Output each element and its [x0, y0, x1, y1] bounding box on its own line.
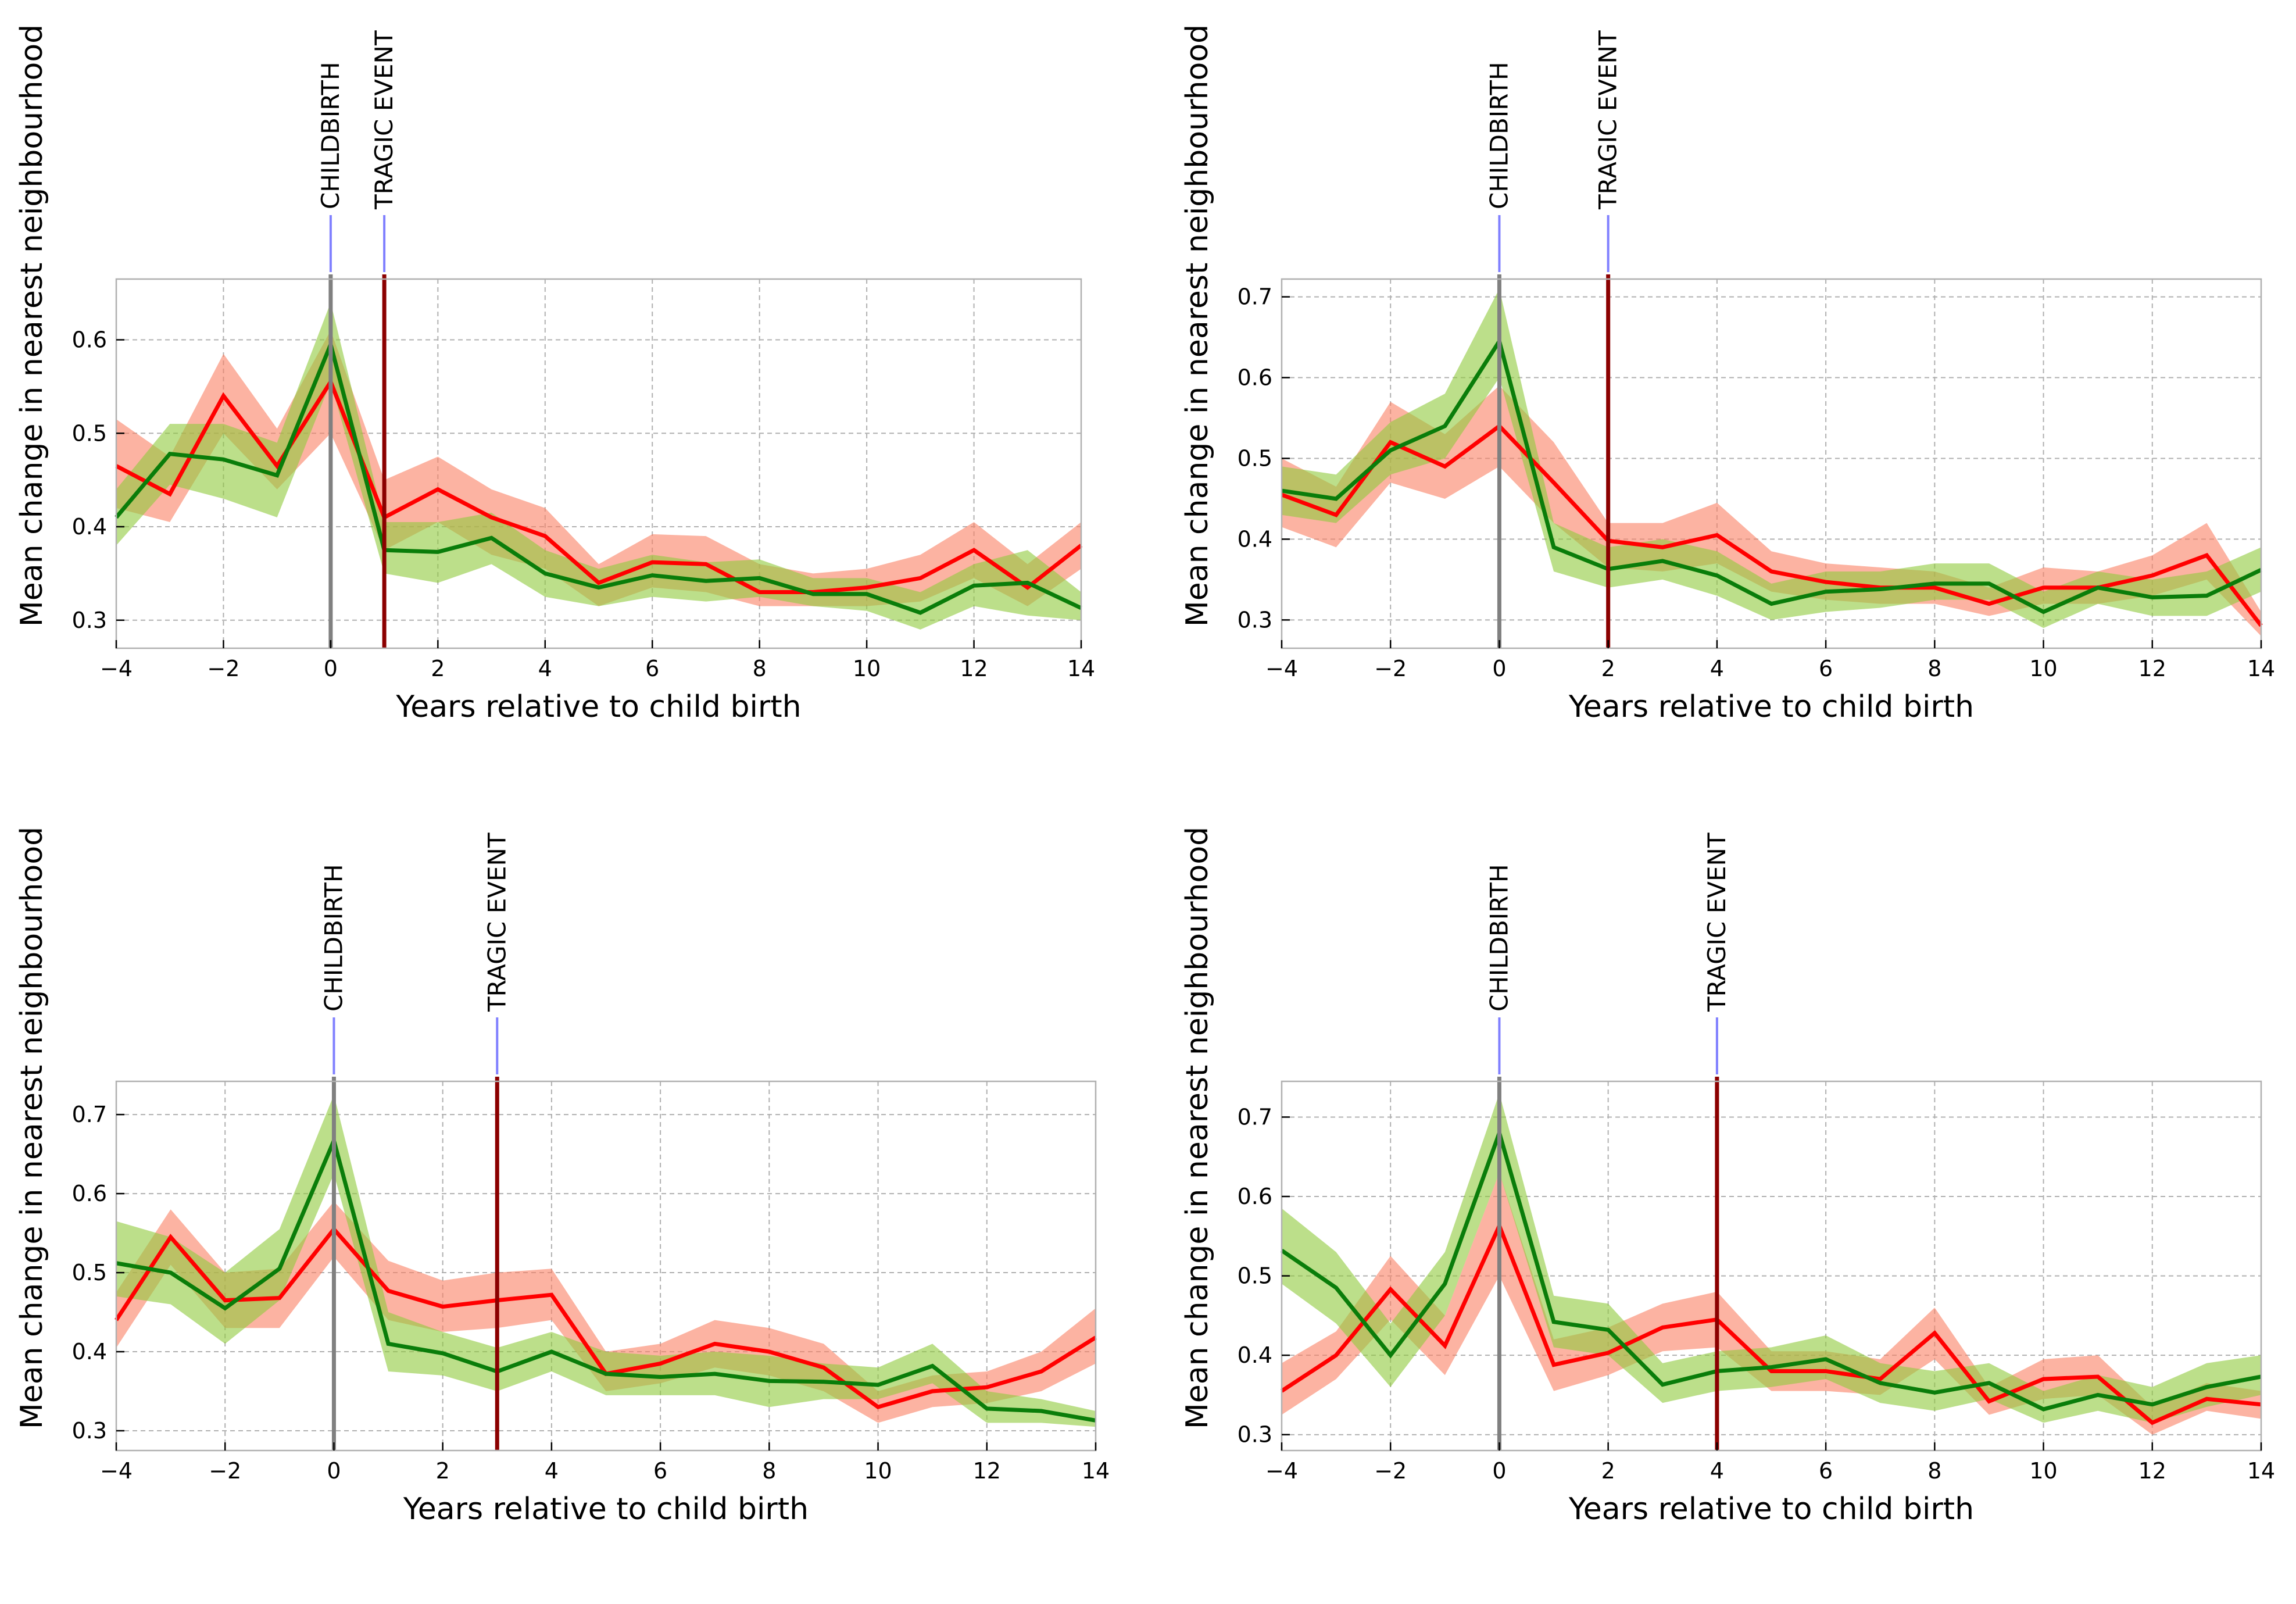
- x-tick-label: 6: [1819, 1458, 1833, 1484]
- y-tick-label: 0.4: [1238, 1342, 1272, 1368]
- x-tick-label: 0: [324, 656, 338, 681]
- chart-panel-2: CHILDBIRTH TRAGIC EVENT −4 −2 0 2 4 6 8 10 12 14 0.3…: [1180, 24, 2275, 724]
- y-tick-label: 0.5: [1238, 445, 1272, 471]
- y-tick-label: 0.4: [1238, 526, 1272, 552]
- x-tick-label: 14: [2247, 1458, 2275, 1484]
- x-tick-label: 6: [1819, 656, 1833, 681]
- x-axis-label: Years relative to child birth: [395, 690, 801, 724]
- x-axis-label: Years relative to child birth: [403, 1492, 809, 1527]
- y-tick-label: 0.7: [1238, 1104, 1272, 1130]
- y-tick-label: 0.5: [72, 1260, 107, 1285]
- x-tick-label: 8: [1927, 1458, 1941, 1484]
- series-2-line: [1281, 1126, 2262, 1412]
- series-2-confidence-band: [116, 302, 1081, 630]
- x-tick-label: 8: [753, 656, 767, 681]
- series-2-confidence-band: [1282, 1093, 2261, 1423]
- x-tick-label: 12: [960, 656, 988, 681]
- childbirth-label: CHILDBIRTH: [1485, 62, 1513, 209]
- tragic-event-label: TRAGIC EVENT: [1703, 833, 1731, 1012]
- x-tick-label: 10: [864, 1458, 892, 1484]
- x-tick-label: 4: [538, 656, 552, 681]
- y-tick-label: 0.3: [72, 608, 107, 633]
- y-tick-label: 0.3: [1238, 607, 1272, 633]
- x-tick-label: 4: [1710, 1458, 1724, 1484]
- series-2-confidence-band: [1282, 288, 2261, 628]
- x-tick-label: 2: [431, 656, 445, 681]
- x-tick-label: 0: [327, 1458, 341, 1484]
- x-tick-label: 6: [645, 656, 659, 681]
- x-tick-label: 2: [436, 1458, 450, 1484]
- x-tick-label: 0: [1492, 656, 1506, 681]
- x-tick-label: −2: [1374, 656, 1407, 681]
- x-tick-label: 4: [545, 1458, 559, 1484]
- x-tick-label: −4: [1265, 1458, 1298, 1484]
- plot-frame: [115, 278, 1082, 649]
- x-tick-label: 12: [973, 1458, 1001, 1484]
- plot-frame: [1281, 278, 2262, 649]
- childbirth-label: CHILDBIRTH: [319, 864, 348, 1012]
- x-tick-label: 12: [2138, 1458, 2166, 1484]
- x-tick-label: 2: [1601, 656, 1615, 681]
- chart-panel-3: CHILDBIRTH TRAGIC EVENT −4 −2 0 2 4 6 8 10 12 14 0.3…: [15, 827, 1110, 1527]
- x-tick-label: 4: [1710, 656, 1724, 681]
- x-tick-label: 10: [853, 656, 881, 681]
- childbirth-label: CHILDBIRTH: [1485, 864, 1513, 1012]
- x-tick-label: −2: [207, 656, 239, 681]
- y-tick-label: 0.5: [1238, 1263, 1272, 1289]
- tragic-event-label: TRAGIC EVENT: [370, 30, 398, 210]
- x-tick-label: 6: [653, 1458, 667, 1484]
- y-tick-label: 0.7: [1238, 284, 1272, 310]
- y-axis-label: Mean change in nearest neighbourhood: [1180, 827, 1215, 1429]
- childbirth-label: CHILDBIRTH: [316, 62, 345, 209]
- series-1-line: [115, 377, 1083, 595]
- x-tick-label: 14: [2247, 656, 2275, 681]
- x-tick-label: −4: [100, 1458, 133, 1484]
- y-tick-label: 0.6: [1238, 365, 1272, 391]
- y-tick-label: 0.4: [72, 1339, 107, 1364]
- x-tick-label: 2: [1601, 1458, 1615, 1484]
- y-tick-label: 0.6: [72, 327, 107, 352]
- chart-panel-1: CHILDBIRTH TRAGIC EVENT −4 −2 0 2 4 6 8 10 12 14 0.3…: [15, 24, 1095, 724]
- x-tick-label: −4: [1265, 656, 1298, 681]
- x-tick-label: −2: [1374, 1458, 1407, 1484]
- x-tick-label: 8: [762, 1458, 776, 1484]
- x-tick-label: 10: [2029, 656, 2057, 681]
- x-tick-label: 14: [1067, 656, 1095, 681]
- series-1-line: [1281, 1220, 2262, 1426]
- y-axis-label: Mean change in nearest neighbourhood: [15, 827, 49, 1429]
- x-axis-label: Years relative to child birth: [1568, 690, 1974, 724]
- tragic-event-label: TRAGIC EVENT: [482, 833, 511, 1012]
- series-2-confidence-band: [116, 1095, 1096, 1427]
- x-axis-label: Years relative to child birth: [1568, 1492, 1974, 1527]
- y-tick-label: 0.6: [72, 1181, 107, 1206]
- x-tick-label: −2: [209, 1458, 241, 1484]
- series-2-line: [116, 1134, 1096, 1423]
- series-2-line: [1281, 336, 2262, 615]
- y-tick-label: 0.6: [1238, 1184, 1272, 1209]
- y-axis-label: Mean change in nearest neighbourhood: [15, 24, 49, 627]
- y-tick-label: 0.7: [72, 1102, 107, 1127]
- x-tick-label: 14: [1082, 1458, 1110, 1484]
- y-tick-label: 0.3: [72, 1418, 107, 1444]
- x-tick-label: −4: [100, 656, 133, 681]
- chart-panel-4: CHILDBIRTH TRAGIC EVENT −4 −2 0 2 4 6 8 10 12 14 0.3…: [1180, 827, 2275, 1527]
- series-2-line: [115, 338, 1082, 615]
- y-tick-label: 0.4: [72, 514, 107, 540]
- y-axis-label: Mean change in nearest neighbourhood: [1180, 24, 1215, 627]
- x-tick-label: 0: [1492, 1458, 1506, 1484]
- x-tick-label: 8: [1927, 656, 1941, 681]
- y-tick-label: 0.5: [72, 420, 107, 446]
- x-tick-label: 10: [2029, 1458, 2057, 1484]
- x-tick-label: 12: [2138, 656, 2166, 681]
- plot-frame: [115, 1080, 1097, 1452]
- y-tick-label: 0.3: [1238, 1422, 1272, 1448]
- plot-frame: [1281, 1080, 2262, 1452]
- tragic-event-label: TRAGIC EVENT: [1594, 30, 1622, 210]
